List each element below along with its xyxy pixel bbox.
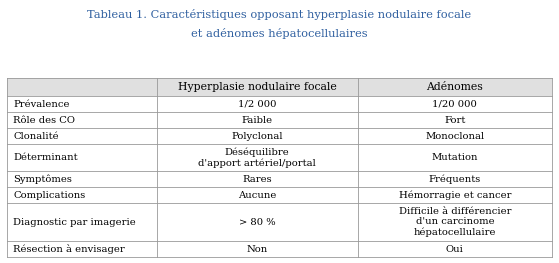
Polygon shape xyxy=(7,203,157,241)
Text: Faible: Faible xyxy=(241,116,273,125)
Text: Rôle des CO: Rôle des CO xyxy=(13,116,75,125)
Polygon shape xyxy=(358,241,552,257)
Polygon shape xyxy=(157,78,358,96)
Polygon shape xyxy=(157,171,358,187)
Polygon shape xyxy=(7,128,157,144)
Polygon shape xyxy=(358,203,552,241)
Text: Polyclonal: Polyclonal xyxy=(231,132,283,141)
Text: > 80 %: > 80 % xyxy=(239,218,276,227)
Polygon shape xyxy=(358,112,552,128)
Text: Fréquents: Fréquents xyxy=(429,174,481,184)
Text: Mutation: Mutation xyxy=(432,153,478,162)
Polygon shape xyxy=(7,187,157,203)
Text: Rares: Rares xyxy=(242,175,272,184)
Text: Résection à envisager: Résection à envisager xyxy=(13,244,125,254)
Text: Difficile à différencier
d'un carcinome
hépatocellulaire: Difficile à différencier d'un carcinome … xyxy=(399,207,511,237)
Polygon shape xyxy=(157,187,358,203)
Polygon shape xyxy=(358,78,552,96)
Text: Non: Non xyxy=(247,245,268,254)
Polygon shape xyxy=(358,96,552,112)
Text: Clonalité: Clonalité xyxy=(13,132,59,141)
Text: Diagnostic par imagerie: Diagnostic par imagerie xyxy=(13,218,136,227)
Text: Fort: Fort xyxy=(444,116,466,125)
Polygon shape xyxy=(7,78,157,96)
Polygon shape xyxy=(157,128,358,144)
Text: Tableau 1. Caractéristiques opposant hyperplasie nodulaire focale: Tableau 1. Caractéristiques opposant hyp… xyxy=(87,9,472,20)
Text: Déséquilibre
d'apport artériel/portal: Déséquilibre d'apport artériel/portal xyxy=(198,148,316,168)
Polygon shape xyxy=(7,112,157,128)
Polygon shape xyxy=(157,112,358,128)
Text: Monoclonal: Monoclonal xyxy=(425,132,485,141)
Text: Déterminant: Déterminant xyxy=(13,153,78,162)
Text: et adénomes hépatocellulaires: et adénomes hépatocellulaires xyxy=(191,28,368,39)
Text: Complications: Complications xyxy=(13,191,86,200)
Polygon shape xyxy=(358,171,552,187)
Text: 1/20 000: 1/20 000 xyxy=(433,99,477,109)
Polygon shape xyxy=(157,144,358,171)
Text: Adénomes: Adénomes xyxy=(427,82,484,92)
Polygon shape xyxy=(157,96,358,112)
Polygon shape xyxy=(358,144,552,171)
Text: Prévalence: Prévalence xyxy=(13,99,70,109)
Text: Hémorragie et cancer: Hémorragie et cancer xyxy=(399,191,511,200)
Text: Symptômes: Symptômes xyxy=(13,174,72,184)
Polygon shape xyxy=(358,187,552,203)
Polygon shape xyxy=(7,171,157,187)
Polygon shape xyxy=(157,203,358,241)
Polygon shape xyxy=(7,144,157,171)
Polygon shape xyxy=(358,128,552,144)
Polygon shape xyxy=(7,241,157,257)
Polygon shape xyxy=(157,241,358,257)
Text: Hyperplasie nodulaire focale: Hyperplasie nodulaire focale xyxy=(178,82,337,92)
Text: Oui: Oui xyxy=(446,245,464,254)
Text: 1/2 000: 1/2 000 xyxy=(238,99,276,109)
Polygon shape xyxy=(7,96,157,112)
Text: Aucune: Aucune xyxy=(238,191,276,200)
